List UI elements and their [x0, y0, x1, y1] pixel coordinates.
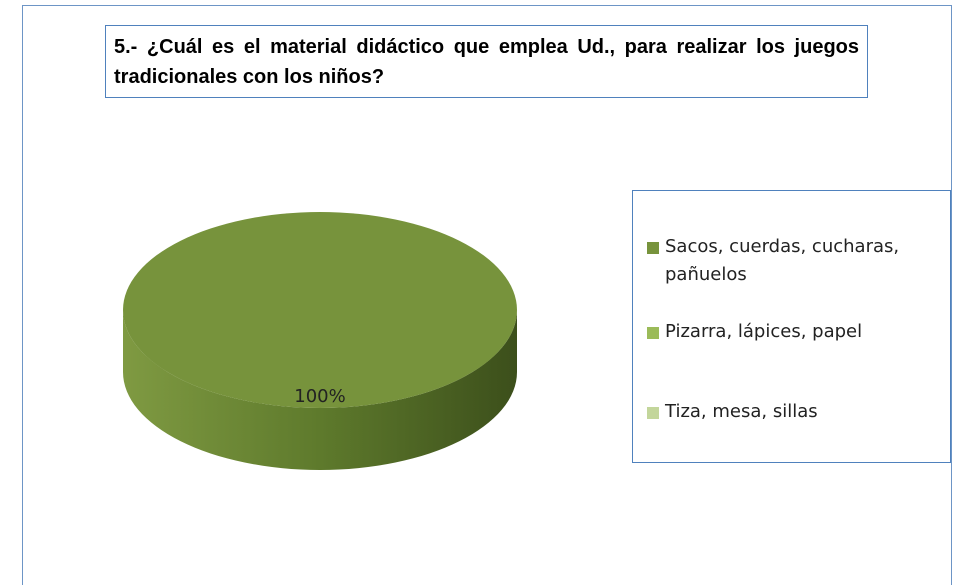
legend-swatch: [647, 242, 659, 254]
legend-entry: Sacos, cuerdas, cucharas, pañuelos: [645, 233, 945, 289]
pie-side: [123, 310, 517, 470]
legend-entry: Pizarra, lápices, papel: [645, 318, 945, 346]
pie-slice: [123, 212, 517, 408]
legend-entry: Tiza, mesa, sillas: [645, 398, 945, 426]
legend-swatch: [647, 407, 659, 419]
legend: Sacos, cuerdas, cucharas, pañuelos Pizarr…: [632, 190, 951, 463]
legend-label: Pizarra, lápices, papel: [665, 321, 863, 342]
chart-frame: [22, 5, 952, 585]
chart-title: 5.- ¿Cuál es el material didáctico que e…: [105, 25, 868, 98]
legend-swatch: [647, 327, 659, 339]
data-label: 100%: [294, 386, 345, 407]
legend-label: Tiza, mesa, sillas: [665, 401, 818, 422]
legend-label: Sacos, cuerdas, cucharas, pañuelos: [665, 236, 900, 285]
